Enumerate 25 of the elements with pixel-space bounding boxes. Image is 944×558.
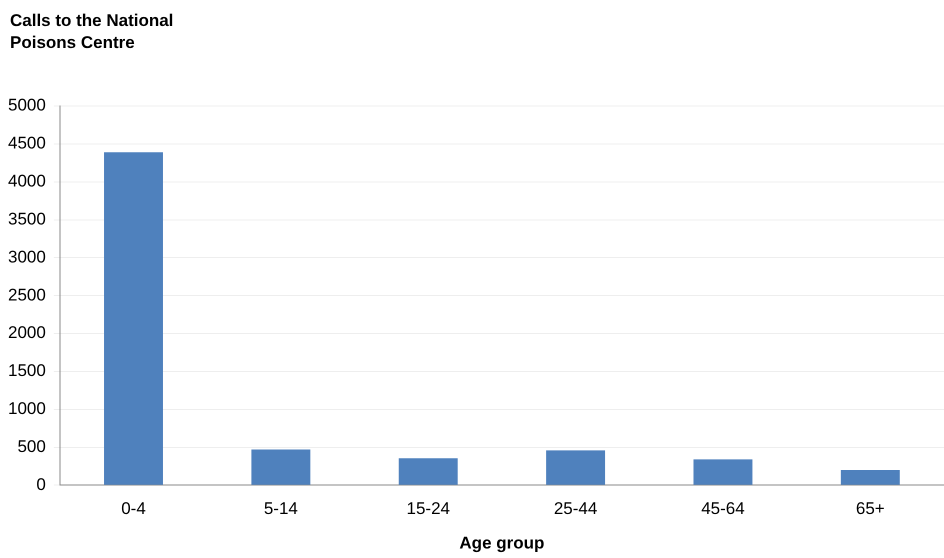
y-tick-label: 5000 — [8, 96, 46, 115]
x-tick-label: 5-14 — [264, 499, 298, 518]
bar — [398, 458, 458, 485]
x-tick-label: 65+ — [856, 499, 885, 518]
y-tick-label: 1000 — [8, 399, 46, 418]
bar — [104, 152, 163, 485]
x-tick-label: 15-24 — [406, 499, 450, 518]
bar — [251, 450, 310, 485]
bar — [546, 450, 606, 485]
y-tick-label: 3500 — [8, 209, 46, 228]
y-tick-label: 2500 — [8, 285, 46, 304]
y-tick-label: 3000 — [8, 247, 46, 266]
y-tick-label: 4500 — [8, 134, 46, 153]
y-tick-label: 0 — [36, 474, 46, 494]
x-axis-title: Age group — [459, 533, 544, 552]
x-tick-label: 25-44 — [554, 499, 598, 518]
y-tick-label: 2000 — [8, 323, 46, 342]
x-tick-label: 45-64 — [701, 499, 745, 518]
y-axis-title: Calls to the National Poisons Centre — [10, 10, 174, 54]
y-tick-label: 4000 — [8, 172, 46, 191]
y-tick-label: 500 — [17, 436, 46, 456]
bar — [693, 459, 752, 485]
x-tick-label: 0-4 — [121, 499, 146, 518]
y-tick-label: 1500 — [8, 361, 46, 380]
bar — [840, 470, 900, 485]
